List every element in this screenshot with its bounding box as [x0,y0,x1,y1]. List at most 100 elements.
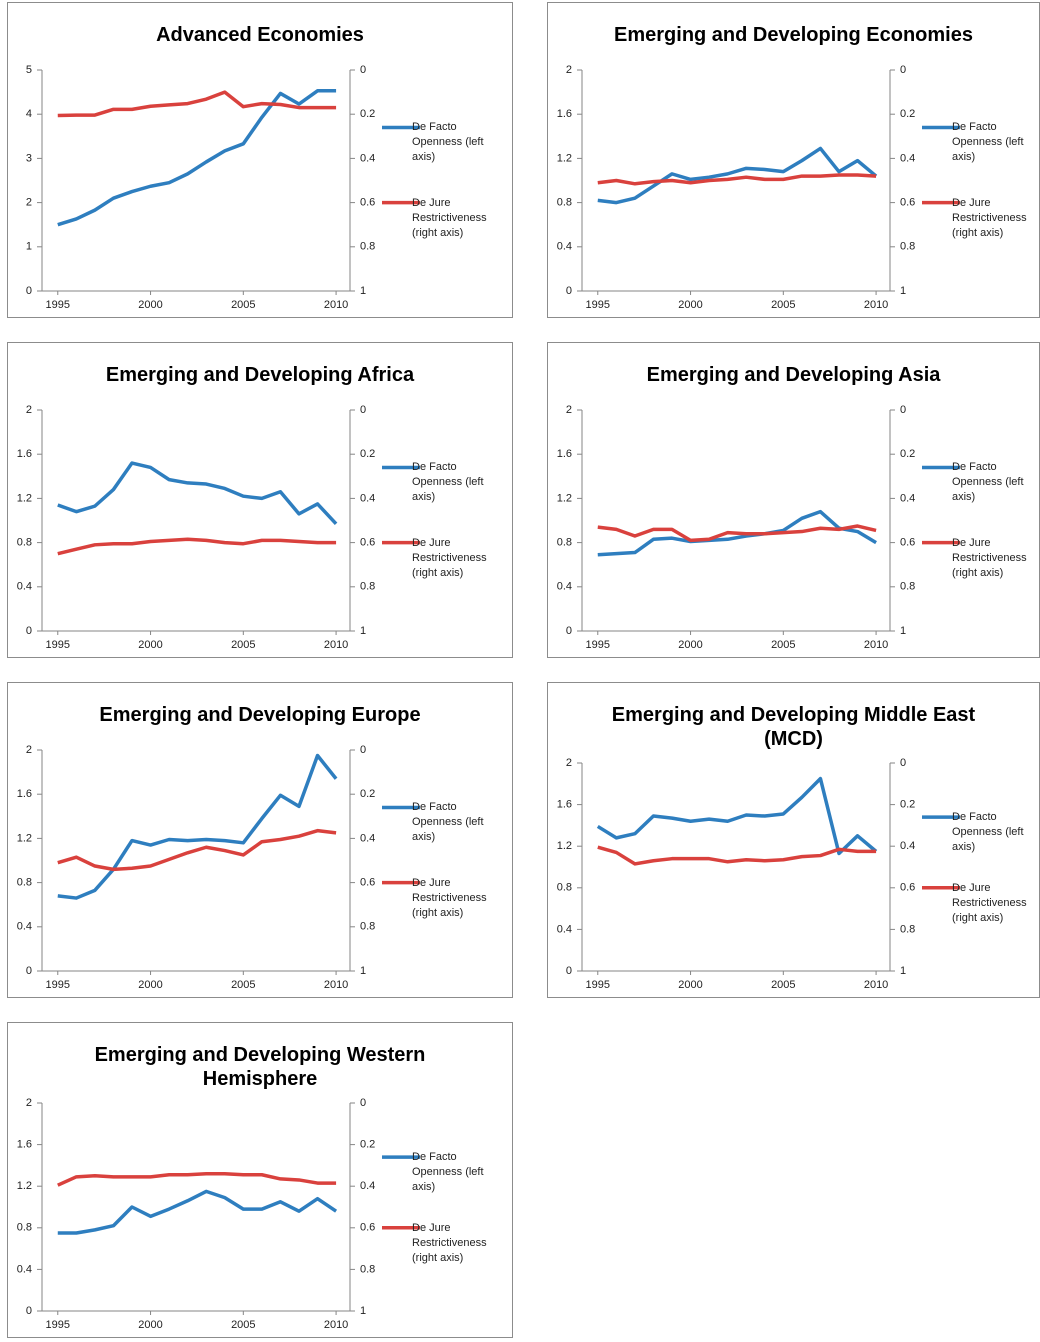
y-tick-label: 0 [26,1305,32,1317]
y-tick-label: 2 [26,197,32,209]
y-tick-label: 0.4 [17,921,32,933]
y-tick-label: 1.6 [557,448,572,460]
series-line [597,146,878,205]
legend-label: De Facto Openness (left axis) [412,1151,484,1194]
y2-tick-label: 0.2 [900,108,915,120]
y2-tick-label: 0.2 [360,1139,375,1151]
x-tick-label: 2010 [864,979,888,991]
y2-tick-label: 0 [900,757,906,769]
y2-tick-label: 1 [360,1305,366,1317]
series-line [57,828,337,872]
y-tick-label: 0.4 [557,241,572,253]
y-tick-label: 2 [566,757,572,769]
x-tick-label: 2000 [138,979,162,991]
y-tick-label: 0.4 [17,581,32,593]
y-tick-label: 3 [26,152,32,164]
y-tick-label: 1 [26,241,32,253]
x-tick-label: 1995 [46,299,70,311]
x-tick-label: 2005 [231,639,255,651]
y-tick-label: 0.8 [17,537,32,549]
legend-label: De Facto Openness (left axis) [412,801,484,844]
y2-tick-label: 0.6 [900,882,915,894]
chart-panel: 0 0.4 0.8 1.2 1.6 2 0 0.2 0.4 0.6 0.8 1 1995 2000 2005… [7,682,513,998]
x-tick-label: 1995 [46,1319,70,1331]
y-tick-label: 4 [26,108,32,120]
y2-tick-label: 1 [900,965,906,977]
legend-label: De Jure Restrictiveness (right axis) [412,536,487,579]
series-line [596,776,878,856]
y-tick-label: 1.6 [17,448,32,460]
y-tick-label: 1.6 [557,108,572,120]
y2-tick-label: 0.8 [900,923,915,935]
y2-tick-label: 0.2 [900,799,915,811]
y2-tick-label: 1 [360,625,366,637]
y2-tick-label: 0.8 [360,581,375,593]
y2-tick-label: 0.4 [360,492,375,504]
y-tick-label: 0 [26,965,32,977]
x-tick-label: 2000 [678,639,702,651]
y2-tick-label: 0.6 [900,537,915,549]
x-tick-label: 2000 [678,979,702,991]
x-tick-label: 2005 [231,1319,255,1331]
chart-panel: 0 0.4 0.8 1.2 1.6 2 0 0.2 0.4 0.6 0.8 1 1995 2000 2005… [7,342,513,658]
x-tick-label: 2000 [678,299,702,311]
y2-tick-label: 0.2 [900,448,915,460]
y2-tick-label: 0.4 [360,152,375,164]
y-tick-label: 1.2 [557,492,572,504]
series-line [597,845,877,866]
y-tick-label: 1.6 [557,799,572,811]
series-line [57,753,338,900]
y-tick-label: 2 [26,744,32,756]
legend-label: De Facto Openness (left axis) [412,121,484,164]
x-tick-label: 2000 [138,639,162,651]
y-tick-label: 1.6 [17,1139,32,1151]
y-tick-label: 0.8 [557,537,572,549]
x-tick-label: 1995 [586,299,610,311]
y2-tick-label: 0.4 [360,832,375,844]
series-line [597,173,877,186]
y2-tick-label: 0 [900,404,906,416]
y-tick-label: 0.4 [17,1263,32,1275]
y-tick-label: 1.2 [17,1180,32,1192]
y-tick-label: 0.8 [17,1222,32,1234]
chart: 0 0.4 0.8 1.2 1.6 2 0 0.2 0.4 0.6 0.8 1 1995 2000 2005… [557,757,960,991]
y-tick-label: 0 [26,285,32,297]
x-tick-label: 1995 [586,979,610,991]
legend-label: De Jure Restrictiveness (right axis) [952,196,1027,239]
chart-panel: 0 1 2 3 4 5 0 0.2 0.4 0.6 0.8 1 1995 2000 2005 2010 Adva… [7,2,513,318]
y-tick-label: 1.2 [557,840,572,852]
chart: 0 0.4 0.8 1.2 1.6 2 0 0.2 0.4 0.6 0.8 1 1995 2000 2005… [17,404,420,651]
y2-tick-label: 0.6 [360,197,375,209]
chart-title: Emerging and Developing Europe [99,704,421,726]
series-line [57,1189,338,1235]
chart: 0 0.4 0.8 1.2 1.6 2 0 0.2 0.4 0.6 0.8 1 1995 2000 2005… [17,1097,420,1331]
y2-tick-label: 0.4 [900,492,915,504]
y2-tick-label: 0.4 [900,840,915,852]
series-line [57,461,338,526]
y2-tick-label: 0 [360,744,366,756]
series-line [57,537,337,556]
y2-tick-label: 0.8 [900,581,915,593]
y2-tick-label: 0 [360,1097,366,1109]
series-line [57,89,337,227]
y-tick-label: 0.4 [557,923,572,935]
chart: 0 1 2 3 4 5 0 0.2 0.4 0.6 0.8 1 1995 2000 2005 2010 [26,64,420,311]
y-tick-label: 2 [566,64,572,76]
y2-tick-label: 0.6 [900,197,915,209]
chart-title: Advanced Economies [156,24,364,46]
x-tick-label: 2000 [138,299,162,311]
y2-tick-label: 0.6 [360,877,375,889]
y2-tick-label: 1 [900,625,906,637]
legend-label: De Jure Restrictiveness (right axis) [412,876,487,919]
x-tick-label: 1995 [586,639,610,651]
y2-tick-label: 1 [900,285,906,297]
chart: 0 0.4 0.8 1.2 1.6 2 0 0.2 0.4 0.6 0.8 1 1995 2000 2005… [557,404,960,651]
y2-tick-label: 0.4 [360,1180,375,1192]
y-tick-label: 2 [26,404,32,416]
x-tick-label: 2010 [324,979,348,991]
y-tick-label: 0 [566,285,572,297]
y2-tick-label: 0.4 [900,152,915,164]
legend-label: De Facto Openness (left axis) [952,121,1024,164]
y2-tick-label: 0.2 [360,448,375,460]
